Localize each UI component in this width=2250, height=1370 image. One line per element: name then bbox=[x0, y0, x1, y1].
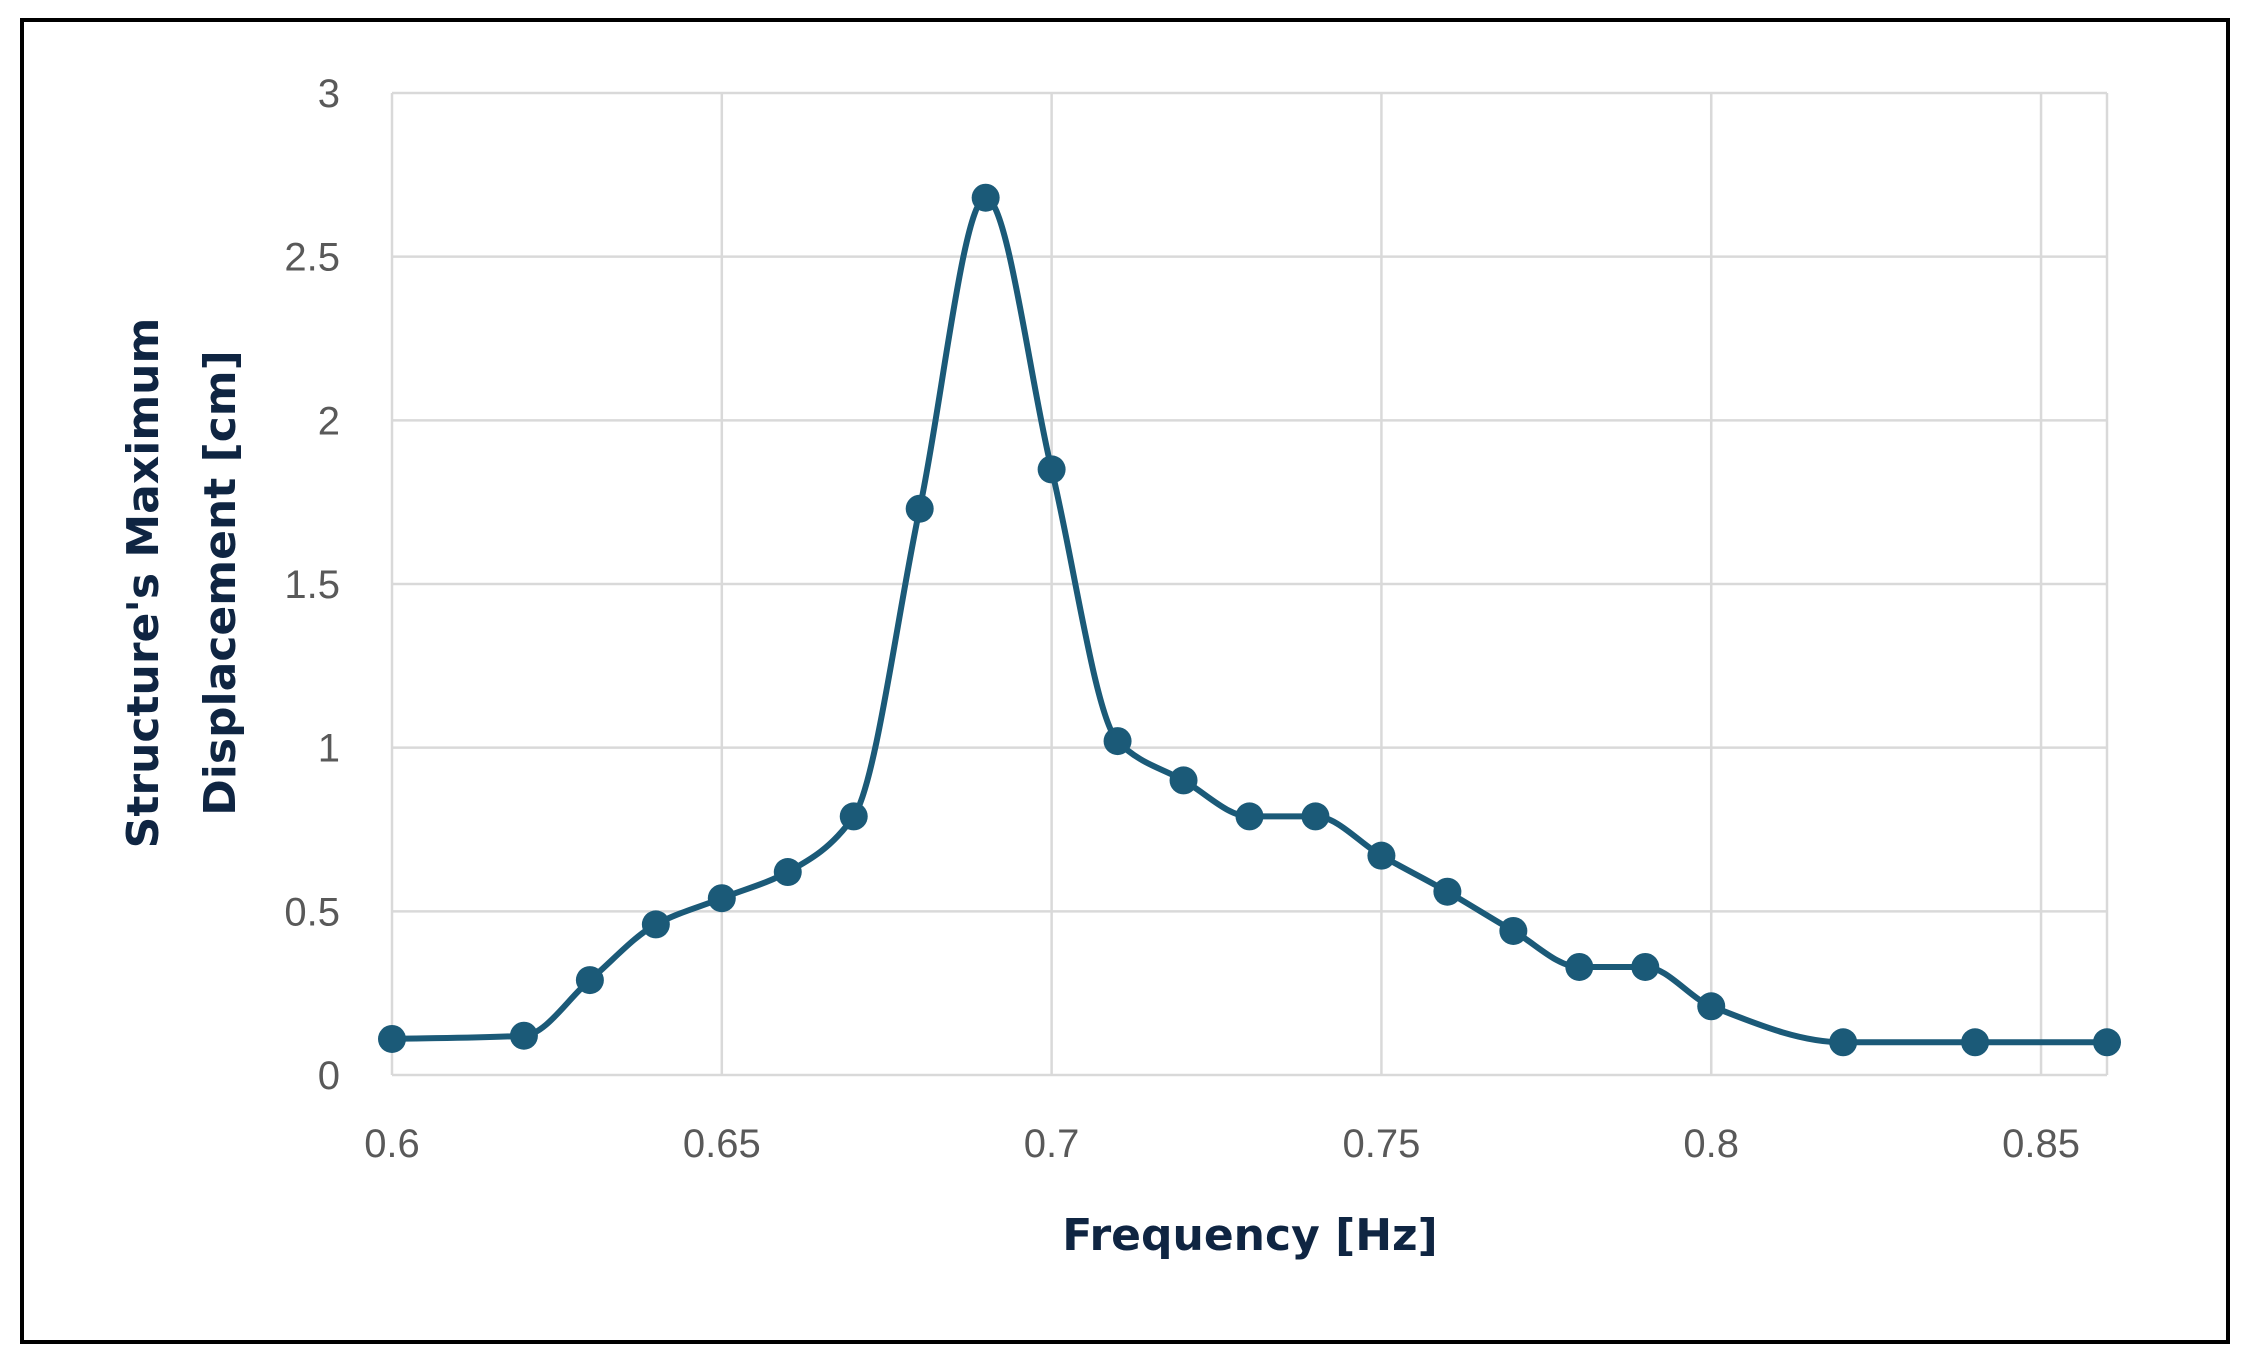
y-tick-label: 0.5 bbox=[284, 890, 340, 934]
data-point bbox=[1697, 992, 1726, 1021]
y-tick-label: 2 bbox=[318, 399, 340, 443]
y-axis-title-line-1: Structure's Maximum bbox=[118, 318, 169, 849]
marker-layer bbox=[378, 183, 2121, 1057]
data-point bbox=[971, 183, 1000, 212]
data-point bbox=[2093, 1028, 2121, 1057]
x-tick-label: 0.85 bbox=[2002, 1122, 2080, 1166]
data-point bbox=[641, 910, 670, 939]
x-tick-label: 0.75 bbox=[1342, 1122, 1420, 1166]
x-axis-tick-labels: 0.6 0.65 0.7 0.75 0.8 0.85 bbox=[364, 1122, 2080, 1166]
y-axis-title-line-2: Displacement [cm] bbox=[195, 350, 246, 816]
data-point bbox=[378, 1024, 406, 1053]
data-point bbox=[575, 966, 604, 995]
y-axis-tick-labels: 0 0.5 1 1.5 2 2.5 3 bbox=[284, 72, 340, 1098]
data-point bbox=[1169, 766, 1198, 795]
data-point bbox=[1565, 952, 1594, 981]
data-point bbox=[839, 802, 868, 831]
x-axis-title: Frequency [Hz] bbox=[1062, 1210, 1438, 1261]
y-tick-label: 1 bbox=[318, 727, 340, 771]
data-point bbox=[1103, 727, 1132, 756]
data-point bbox=[509, 1021, 538, 1050]
data-point bbox=[1301, 802, 1330, 831]
chart-frame bbox=[20, 18, 2230, 1344]
data-point bbox=[707, 884, 736, 913]
data-point bbox=[1037, 455, 1066, 484]
y-tick-label: 3 bbox=[318, 72, 340, 116]
data-point bbox=[1367, 841, 1396, 870]
y-tick-label: 0 bbox=[318, 1054, 340, 1098]
x-tick-label: 0.6 bbox=[364, 1122, 420, 1166]
x-tick-label: 0.8 bbox=[1683, 1122, 1739, 1166]
data-point bbox=[1235, 802, 1264, 831]
y-tick-label: 2.5 bbox=[284, 236, 340, 280]
data-point bbox=[773, 858, 802, 887]
data-point bbox=[1829, 1028, 1858, 1057]
data-point bbox=[1433, 877, 1462, 906]
data-point bbox=[905, 494, 934, 523]
data-point bbox=[1961, 1028, 1990, 1057]
y-tick-label: 1.5 bbox=[284, 563, 340, 607]
x-tick-label: 0.65 bbox=[683, 1122, 761, 1166]
data-point bbox=[1631, 952, 1660, 981]
x-tick-label: 0.7 bbox=[1024, 1122, 1080, 1166]
data-point bbox=[1499, 916, 1528, 945]
